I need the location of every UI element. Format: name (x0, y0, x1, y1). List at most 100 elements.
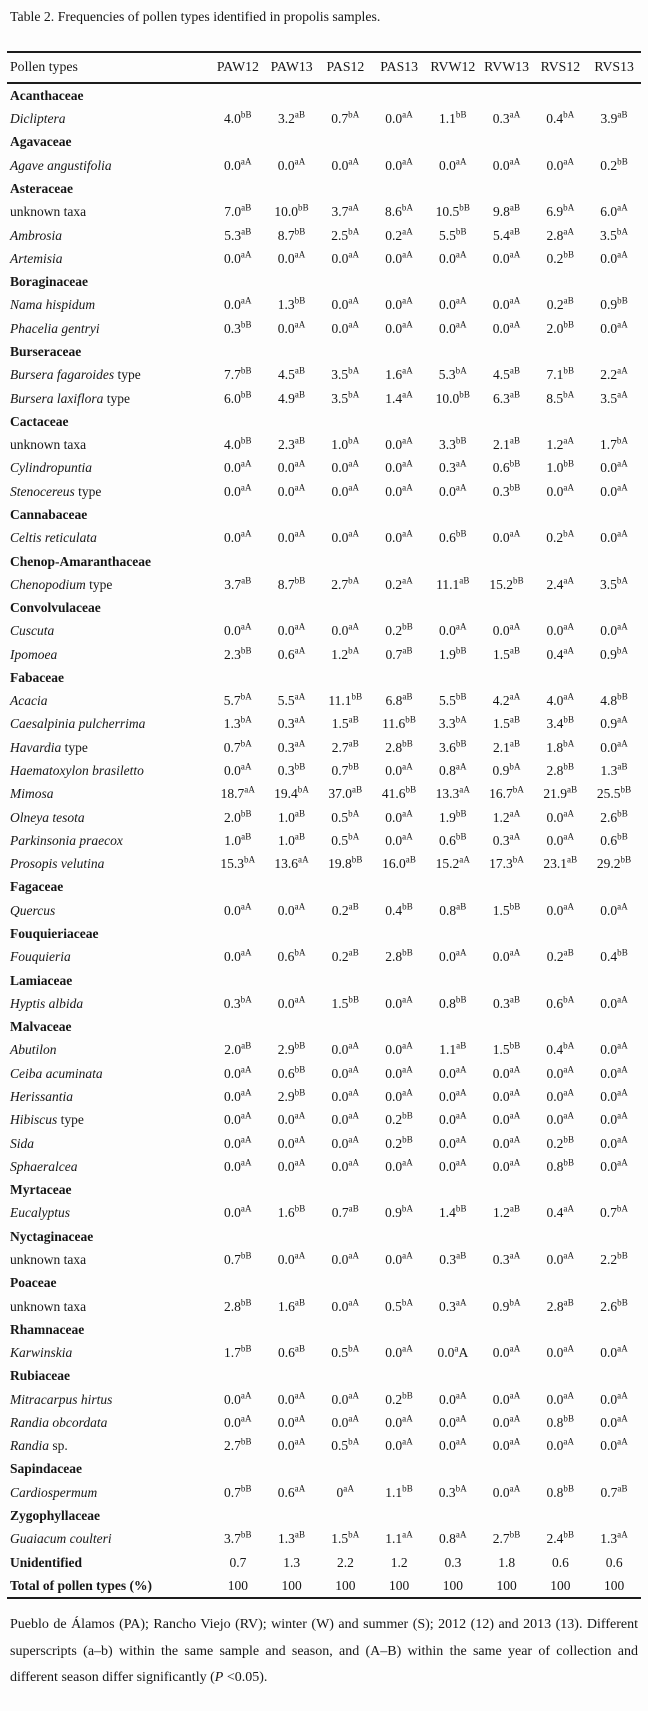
value-cell: 0.9aA (600, 714, 629, 732)
value-cell: 0.0aA (438, 249, 467, 266)
value-cell: 0.0aA (600, 482, 629, 499)
family-name: Cannabaceae (10, 506, 88, 522)
taxon-row: Bursera laxiflora type 6.0bB 4.9aB 3.5bA 1.4… (7, 387, 641, 410)
value-cell: 0.0aA (277, 1436, 306, 1454)
value-cell: 0.0aA (223, 1110, 252, 1128)
family-row: Rhamnaceae (7, 1318, 641, 1341)
value-cell: 1.6aA (385, 365, 414, 383)
value-cell: 1.3aA (600, 1529, 629, 1547)
value-cell: 0.0aA (223, 1134, 252, 1151)
value-cell: 0.0aA (438, 947, 467, 965)
value-cell: 2.2aA (600, 365, 629, 383)
value-cell: 1.9bB (438, 808, 467, 825)
value-cell: 3.3bB (438, 435, 467, 453)
taxon-row: Mitracarpus hirtus 0.0aA 0.0aA 0.0aA 0.2bB 0.… (7, 1388, 641, 1411)
value-cell: 1.2aA (492, 808, 521, 825)
taxon-row: Fouquieria 0.0aA 0.6bA 0.2aB 2.8bB 0.0aA 0.0aA… (7, 945, 641, 968)
family-name: Boraginaceae (10, 274, 88, 290)
summary-row: Unidentified 0.7 1.3 2.2 1.2 0.3 1.8 0.6 0.6 (7, 1551, 641, 1574)
value-cell: 29.2bB (596, 854, 632, 872)
family-row: Burseraceae (7, 340, 641, 363)
value-cell: 0.0aA (546, 1250, 575, 1267)
value-cell: 1.1aB (439, 1040, 467, 1058)
taxon-name: Mimosa (10, 786, 54, 802)
family-name: Asteraceae (10, 181, 73, 197)
taxon-row: Dicliptera 4.0bB 3.2aB 0.7bA 0.0aA 1.1bB 0.3aA… (7, 107, 641, 130)
value-cell: 0.2bB (385, 621, 414, 639)
taxon-row: Artemisia 0.0aA 0.0aA 0.0aA 0.0aA 0.0aA 0.0aA 0… (7, 247, 641, 270)
value-cell: 16.0aB (382, 854, 417, 872)
value-cell: 0.8aB (439, 901, 467, 918)
value-cell: 0.0aA (385, 249, 414, 266)
value-cell: 0.0aA (223, 901, 252, 918)
value-cell: 8.5bA (546, 389, 575, 406)
value-cell: 0.0aA (385, 1436, 414, 1454)
family-row: Boraginaceae (7, 270, 641, 293)
value-cell: 1.0bA (331, 435, 360, 453)
value-cell: 1.5bA (331, 1529, 360, 1547)
family-name: Agavaceae (10, 134, 72, 150)
value-cell: 0.2bB (600, 156, 629, 173)
taxon-row: Parkinsonia praecox 1.0aB 1.0aB 0.5bA 0.0aA 0… (7, 829, 641, 852)
value-cell: 0.0aA (385, 1087, 414, 1104)
value-cell: 0.0aA (546, 1110, 575, 1128)
value-cell: 0.0aA (223, 249, 252, 266)
value-cell: 0.6 (551, 1554, 569, 1570)
value-cell: 0.0aA (385, 1343, 414, 1361)
value-cell: 0.0aA (600, 1134, 629, 1151)
family-name: Fouquieriaceae (10, 926, 99, 942)
value-cell: 1.0aB (277, 808, 306, 825)
value-cell: 2.1aB (492, 435, 521, 453)
value-cell: 0.0aA (331, 1134, 360, 1151)
value-cell: 0.0aA (600, 1110, 629, 1128)
value-cell: 0.6aA (277, 645, 306, 662)
value-cell: 15.3bA (220, 854, 256, 872)
value-cell: 0.0aA (277, 1134, 306, 1151)
value-cell: 0.0aA (223, 156, 252, 173)
value-cell: 0.0aA (600, 1157, 629, 1174)
value-cell: 0.0aA (277, 319, 306, 336)
value-cell: 0.0aA (385, 808, 414, 825)
taxon-name: Fouquieria (10, 949, 71, 965)
value-cell: 0.0aA (437, 1343, 469, 1361)
family-row: Convolvulaceae (7, 596, 641, 619)
value-cell: 0.8bB (438, 994, 467, 1011)
family-row: Fagaceae (7, 876, 641, 899)
value-cell: 0.2aA (385, 226, 414, 243)
taxon-name: Artemisia (10, 250, 63, 266)
value-cell: 0.0aA (438, 621, 467, 639)
value-cell: 0.4aA (546, 1203, 575, 1221)
value-cell: 0.8aA (438, 761, 467, 779)
value-cell: 100 (496, 1577, 517, 1593)
family-name: Burseraceae (10, 343, 82, 359)
footnote-text: Pueblo de Álamos (PA); Rancho Viejo (RV)… (10, 1617, 638, 1686)
value-cell: 0.2bB (385, 1134, 414, 1151)
taxon-name: Bursera laxiflora type (10, 390, 130, 406)
taxon-name: Ambrosia (10, 227, 63, 243)
taxon-row: Olneya tesota 2.0bB 1.0aB 0.5bA 0.0aA 1.9bB 1.… (7, 806, 641, 829)
value-cell: 13.3aA (435, 784, 471, 802)
column-header-rvs12: RVS12 (533, 52, 588, 84)
value-cell: 1.2aB (492, 1203, 521, 1221)
value-cell: 0.0aA (492, 249, 521, 266)
value-cell: 2.7bB (223, 1436, 252, 1454)
taxon-row: Phacelia gentryi 0.3bB 0.0aA 0.0aA 0.0aA 0.0a… (7, 317, 641, 340)
taxon-name: Prosopis velutina (10, 856, 105, 872)
value-cell: 5.4aB (492, 226, 521, 243)
column-header-rvw13: RVW13 (479, 52, 534, 84)
taxon-name: Ceiba acuminata (10, 1065, 103, 1081)
value-cell: 0.0aA (223, 295, 252, 313)
family-row: Zygophyllaceae (7, 1504, 641, 1527)
value-cell: 2.2bB (600, 1250, 629, 1267)
value-cell: 0.6bB (277, 1064, 306, 1081)
value-cell: 0.3aA (492, 109, 521, 127)
value-cell: 1.5bB (331, 994, 360, 1011)
value-cell: 0.9bA (599, 645, 629, 662)
value-cell: 7.0aB (224, 202, 252, 220)
value-cell: 2.8aB (546, 1297, 575, 1314)
value-cell: 3.7aB (224, 575, 252, 592)
value-cell: 0.0aA (331, 1110, 360, 1128)
value-cell: 0.0aA (385, 458, 414, 476)
value-cell: 0.0aA (492, 295, 521, 313)
value-cell: 1.3bA (223, 714, 253, 732)
